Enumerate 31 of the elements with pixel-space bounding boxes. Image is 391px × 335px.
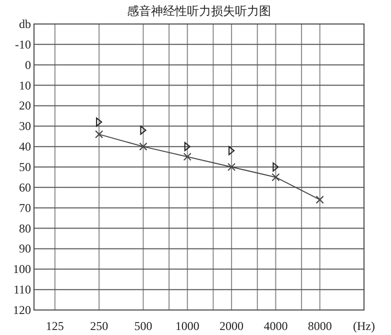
point (272, 173, 280, 182)
x-tick-label: 1000 (175, 319, 200, 333)
point (95, 130, 104, 138)
point (227, 162, 236, 172)
chart-title: 感音神经性听力损失听力图 (127, 4, 271, 18)
x-tick-label: 125 (46, 319, 64, 333)
point (228, 146, 235, 156)
y-tick-label: 80 (19, 221, 31, 236)
x-tick-label: 4000 (264, 319, 288, 333)
x-tick-label: 8000 (308, 319, 332, 333)
y-tick-label: 0 (25, 58, 31, 72)
y-tick-label: 120 (13, 303, 31, 317)
y-tick-label: 60 (19, 180, 31, 194)
y-tick-label: 30 (19, 119, 31, 134)
x-tick-label: 2000 (220, 319, 244, 333)
y-tick-label: 110 (13, 282, 31, 297)
x-tick-label: (Hz) (353, 319, 375, 333)
x-tick-label: 500 (134, 319, 152, 333)
y-tick-label: 100 (13, 262, 31, 276)
x-tick-label: 250 (90, 319, 108, 333)
point (183, 152, 192, 161)
point (139, 142, 148, 151)
y-tick-label: 20 (19, 98, 31, 113)
y-tick-label: 50 (19, 160, 31, 174)
y-tick-label: 70 (19, 200, 31, 215)
y-tick-label: 10 (19, 78, 31, 92)
y-tick-label: db (19, 17, 31, 31)
y-tick-label: 40 (19, 140, 31, 154)
y-tick-label: 90 (19, 242, 31, 256)
y-tick-label: -10 (15, 37, 31, 52)
point (316, 196, 324, 204)
